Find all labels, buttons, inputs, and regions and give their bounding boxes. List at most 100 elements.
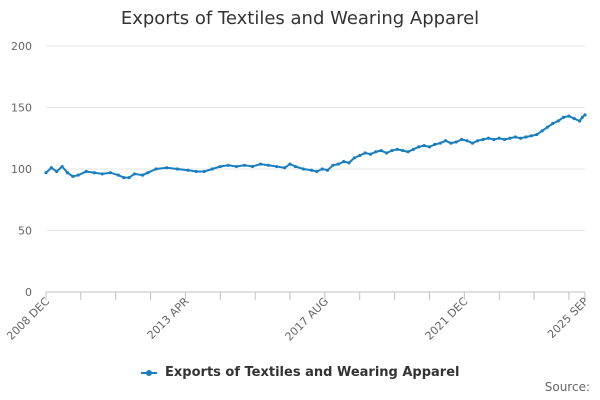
data-point[interactable] (486, 136, 491, 140)
data-point[interactable] (154, 167, 158, 171)
data-point[interactable] (320, 167, 324, 171)
data-point[interactable] (368, 152, 373, 156)
y-tick-label: 100 (11, 163, 32, 176)
legend[interactable]: Exports of Textiles and Wearing Apparel (0, 365, 600, 380)
y-tick-label: 50 (18, 225, 32, 238)
data-point[interactable] (519, 136, 523, 140)
data-point[interactable] (545, 125, 550, 129)
data-point[interactable] (406, 150, 410, 154)
data-point[interactable] (422, 144, 426, 148)
data-point[interactable] (165, 166, 169, 170)
data-point[interactable] (502, 137, 507, 142)
data-point[interactable] (524, 135, 528, 139)
data-point[interactable] (116, 173, 121, 177)
data-point[interactable] (454, 140, 458, 144)
x-axis: 2008 DEC 2013 APR 2017 AUG 2021 DEC 2025 SEP (4, 291, 591, 344)
data-point[interactable] (210, 167, 214, 171)
data-point[interactable] (443, 139, 448, 143)
x-tick-label: 2017 AUG (283, 295, 332, 344)
data-point[interactable] (242, 163, 247, 167)
data-point[interactable] (529, 134, 533, 138)
data-point[interactable] (497, 136, 501, 140)
chart-title: Exports of Textiles and Wearing Apparel (120, 8, 480, 29)
data-point[interactable] (325, 168, 330, 172)
data-point[interactable] (449, 141, 453, 145)
data-point[interactable] (363, 151, 367, 155)
data-point[interactable] (481, 137, 485, 142)
data-point[interactable] (342, 160, 346, 164)
data-point[interactable] (309, 168, 314, 172)
data-point[interactable] (55, 169, 59, 174)
data-point[interactable] (127, 176, 131, 180)
data-point[interactable] (358, 153, 362, 158)
data-point[interactable] (374, 150, 378, 154)
data-point[interactable] (283, 166, 287, 170)
data-point[interactable] (572, 116, 576, 121)
data-point[interactable] (49, 166, 53, 170)
data-point[interactable] (460, 137, 464, 142)
data-point[interactable] (513, 135, 517, 139)
data-point[interactable] (508, 136, 512, 140)
data-point[interactable] (44, 171, 48, 175)
data-point[interactable] (384, 151, 389, 155)
data-point[interactable] (84, 169, 88, 174)
data-point[interactable] (492, 137, 496, 142)
data-point[interactable] (288, 162, 292, 166)
data-point[interactable] (433, 142, 437, 146)
data-point[interactable] (395, 147, 399, 151)
data-point[interactable] (293, 164, 297, 169)
data-point[interactable] (202, 169, 206, 174)
data-point[interactable] (379, 148, 383, 153)
data-point[interactable] (401, 148, 405, 153)
data-point[interactable] (438, 141, 442, 145)
data-point[interactable] (258, 162, 263, 166)
data-point[interactable] (476, 139, 480, 143)
data-point[interactable] (535, 132, 539, 137)
data-point[interactable] (411, 147, 415, 151)
x-tick-label: 2013 APR (145, 295, 192, 342)
legend-swatch (140, 368, 157, 378)
data-point[interactable] (65, 171, 70, 175)
data-point[interactable] (100, 172, 104, 176)
series-line[interactable] (45, 114, 586, 179)
data-point[interactable] (250, 164, 255, 169)
data-point[interactable] (132, 172, 137, 176)
data-point[interactable] (578, 119, 582, 123)
data-point[interactable] (226, 163, 230, 167)
gridlines (46, 45, 585, 231)
data-point[interactable] (352, 156, 356, 160)
data-point[interactable] (561, 115, 566, 119)
data-point[interactable] (218, 164, 222, 169)
data-point[interactable] (301, 167, 306, 171)
data-point[interactable] (347, 161, 351, 165)
data-point[interactable] (540, 129, 544, 133)
data-point[interactable] (580, 115, 584, 119)
data-point[interactable] (122, 176, 126, 180)
data-point[interactable] (234, 164, 238, 169)
data-point[interactable] (92, 171, 96, 175)
data-point[interactable] (186, 168, 190, 172)
data-point[interactable] (76, 173, 80, 177)
series-group (44, 113, 587, 180)
data-point[interactable] (71, 174, 75, 178)
data-point[interactable] (465, 139, 469, 143)
data-point[interactable] (175, 167, 179, 171)
data-point[interactable] (390, 148, 394, 153)
data-point[interactable] (556, 119, 560, 123)
data-point[interactable] (567, 114, 571, 118)
data-point[interactable] (60, 164, 64, 169)
data-point[interactable] (336, 162, 340, 166)
data-point[interactable] (275, 164, 279, 169)
data-point[interactable] (417, 145, 421, 149)
data-point[interactable] (551, 121, 555, 126)
data-point[interactable] (331, 163, 335, 167)
data-point[interactable] (315, 169, 319, 174)
data-point[interactable] (583, 113, 587, 117)
data-point[interactable] (140, 173, 145, 177)
data-point[interactable] (266, 163, 271, 167)
data-point[interactable] (194, 169, 198, 174)
data-point[interactable] (427, 145, 432, 149)
data-point[interactable] (108, 171, 112, 175)
data-point[interactable] (146, 171, 150, 175)
data-point[interactable] (470, 141, 474, 145)
